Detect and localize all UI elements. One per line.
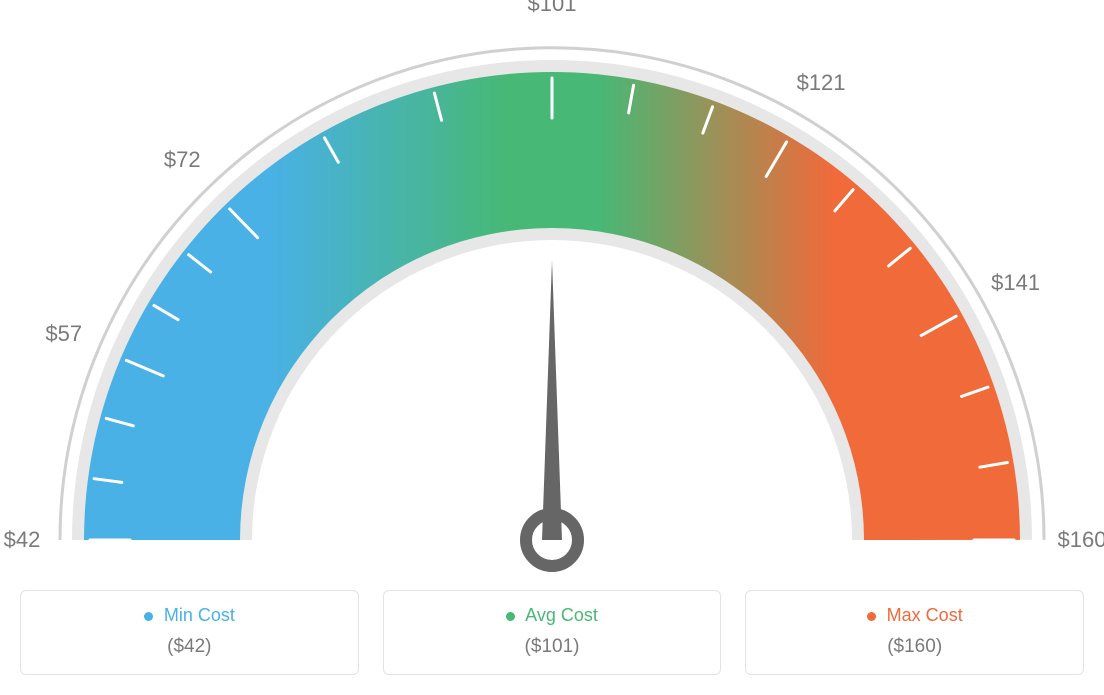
legend-title-text: Avg Cost bbox=[525, 605, 598, 625]
legend-title-min: Min Cost bbox=[31, 605, 348, 626]
dot-icon bbox=[144, 612, 153, 621]
gauge-tick-label: $72 bbox=[164, 147, 201, 173]
gauge-tick-label: $121 bbox=[797, 70, 846, 96]
legend-title-max: Max Cost bbox=[756, 605, 1073, 626]
cost-gauge-widget: $42$57$72$101$121$141$160 Min Cost ($42)… bbox=[20, 20, 1084, 675]
gauge-tick-label: $42 bbox=[4, 527, 41, 553]
legend-title-text: Max Cost bbox=[887, 605, 963, 625]
legend-value-min: ($42) bbox=[31, 636, 348, 658]
gauge-chart bbox=[20, 20, 1084, 580]
dot-icon bbox=[867, 612, 876, 621]
legend-title-text: Min Cost bbox=[164, 605, 235, 625]
gauge-tick-label: $101 bbox=[528, 0, 577, 17]
legend-card-min: Min Cost ($42) bbox=[20, 590, 359, 675]
gauge-area: $42$57$72$101$121$141$160 bbox=[20, 20, 1084, 580]
legend-card-max: Max Cost ($160) bbox=[745, 590, 1084, 675]
gauge-tick-label: $57 bbox=[45, 321, 82, 347]
legend-title-avg: Avg Cost bbox=[394, 605, 711, 626]
gauge-tick-label: $160 bbox=[1058, 527, 1104, 553]
dot-icon bbox=[506, 612, 515, 621]
legend-card-avg: Avg Cost ($101) bbox=[383, 590, 722, 675]
legend-row: Min Cost ($42) Avg Cost ($101) Max Cost … bbox=[20, 590, 1084, 675]
gauge-tick-label: $141 bbox=[991, 270, 1040, 296]
legend-value-max: ($160) bbox=[756, 636, 1073, 658]
legend-value-avg: ($101) bbox=[394, 636, 711, 658]
